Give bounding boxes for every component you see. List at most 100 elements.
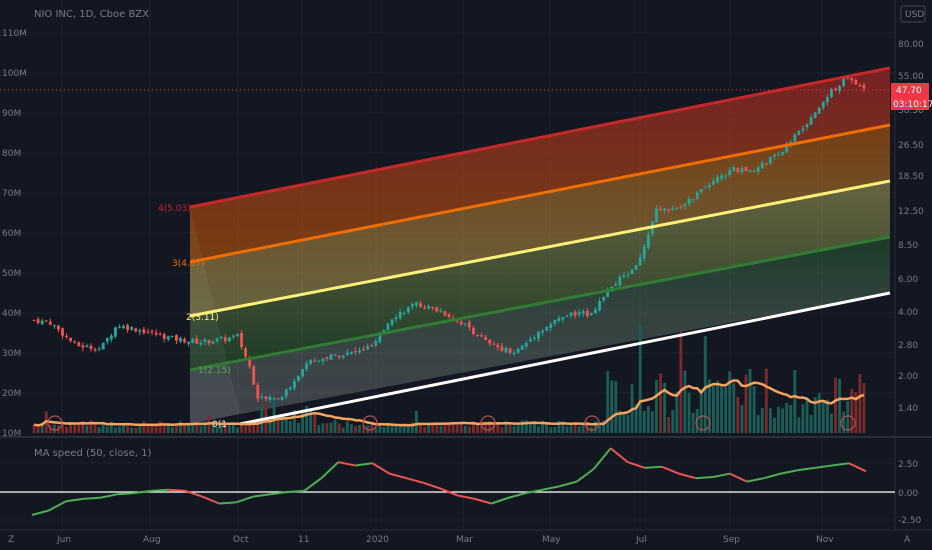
- fib-line-1[interactable]: [189, 235, 891, 372]
- time-axis[interactable]: Jun Aug Oct 11 2020 Mar May Jul Sep Nov …: [8, 535, 911, 545]
- volume-bar: [756, 415, 760, 433]
- candle-body: [825, 96, 829, 103]
- earnings-marker[interactable]: [584, 415, 600, 431]
- candlestick-series: [32, 74, 866, 403]
- volume-bar: [764, 368, 768, 433]
- candle-body: [280, 396, 284, 400]
- candle-body: [301, 368, 304, 377]
- volume-bar: [569, 425, 573, 433]
- fib-line-2[interactable]: [189, 179, 891, 318]
- ma-speed-segment: [65, 497, 84, 503]
- candle-body: [264, 396, 268, 399]
- volume-bar: [773, 417, 776, 433]
- candle-body: [561, 317, 565, 320]
- symbol-title[interactable]: NIO INC, 1D, Cboe BZX: [34, 9, 149, 20]
- earnings-marker[interactable]: [47, 415, 63, 431]
- fib-line-0[interactable]: [239, 291, 891, 426]
- candle-body: [345, 352, 349, 355]
- time-tick: Mar: [456, 535, 473, 545]
- candle-body: [105, 338, 109, 342]
- candle-body: [183, 338, 186, 343]
- ma-speed-segment: [99, 493, 118, 499]
- candle-body: [471, 327, 475, 335]
- volume-bar: [675, 391, 679, 433]
- candle-body: [97, 348, 101, 350]
- ma-speed-segment: [338, 461, 356, 467]
- ma-speed-segment: [355, 462, 373, 467]
- volume-bar: [480, 421, 483, 433]
- volume-bar: [447, 423, 451, 433]
- volume-bar: [528, 422, 532, 433]
- volume-bar: [634, 404, 638, 433]
- candle-body: [683, 203, 687, 207]
- fib-line-3[interactable]: [189, 123, 891, 264]
- ma-speed-segment: [474, 497, 492, 505]
- volume-bar: [801, 404, 805, 433]
- volume-bar: [638, 325, 642, 433]
- fib-lines[interactable]: [189, 66, 891, 426]
- candle-body: [61, 328, 64, 336]
- candle-body: [211, 341, 215, 344]
- candle-body: [85, 345, 89, 348]
- candle-body: [325, 357, 329, 359]
- candle-body: [545, 327, 549, 331]
- fib-channel[interactable]: [190, 68, 890, 424]
- volume-bar: [73, 424, 77, 433]
- volume-bar: [85, 425, 89, 433]
- candle-body: [728, 170, 732, 176]
- candle-body: [191, 339, 195, 343]
- candle-body: [736, 167, 740, 172]
- candle-body: [276, 398, 280, 400]
- volume-bar: [679, 331, 683, 433]
- price-tick: 2.80: [898, 341, 918, 351]
- candle-body: [207, 340, 211, 344]
- volume-bar: [817, 393, 821, 433]
- candle-body: [817, 107, 821, 114]
- earnings-marker[interactable]: [362, 415, 378, 431]
- ma-speed-segment: [797, 466, 816, 472]
- volume-bar: [455, 424, 459, 433]
- volume-bar: [524, 420, 528, 433]
- volume-tick: 80M: [2, 149, 21, 159]
- volume-bar: [789, 404, 793, 433]
- volume-bar: [423, 427, 427, 433]
- ma-speed-segment: [542, 485, 560, 491]
- time-tick: Sep: [723, 535, 740, 545]
- candle-body: [313, 360, 317, 362]
- earnings-marker[interactable]: [480, 415, 496, 431]
- candle-body: [797, 131, 801, 135]
- volume-bar: [712, 386, 715, 433]
- volume-bar: [134, 427, 138, 433]
- earnings-marker[interactable]: [840, 415, 856, 431]
- volume-bar: [471, 421, 475, 433]
- volume-bar: [793, 370, 797, 433]
- candle-body: [459, 321, 463, 325]
- fib-line-4[interactable]: [189, 66, 891, 209]
- timezone-button[interactable]: Z: [8, 535, 14, 545]
- indicator-title[interactable]: MA speed (50, close, 1): [34, 448, 151, 459]
- candle-body: [187, 341, 191, 344]
- volume-bar: [748, 368, 752, 433]
- volume-bar: [622, 413, 626, 433]
- candle-body: [248, 357, 252, 367]
- earnings-markers[interactable]: [47, 415, 856, 431]
- candle-body: [435, 307, 439, 312]
- price-axis[interactable]: USD 80.00 55.00 38.50 26.50 18.50 12.50 …: [891, 5, 932, 526]
- candle-body: [585, 310, 589, 317]
- volume-bar: [61, 424, 64, 433]
- volume-bar: [390, 425, 394, 433]
- earnings-marker[interactable]: [695, 415, 711, 431]
- volume-bar: [175, 423, 178, 433]
- candle-body: [158, 333, 162, 335]
- time-tick: 2020: [366, 535, 389, 545]
- volume-tick: 30M: [2, 349, 21, 359]
- candle-body: [744, 166, 748, 171]
- currency-button[interactable]: [900, 5, 926, 23]
- volume-bar: [354, 426, 357, 433]
- volume-bar: [101, 422, 105, 433]
- candle-body: [724, 175, 728, 177]
- candle-body: [646, 234, 650, 248]
- auto-scale-button[interactable]: A: [904, 535, 911, 545]
- volume-bar: [492, 424, 496, 433]
